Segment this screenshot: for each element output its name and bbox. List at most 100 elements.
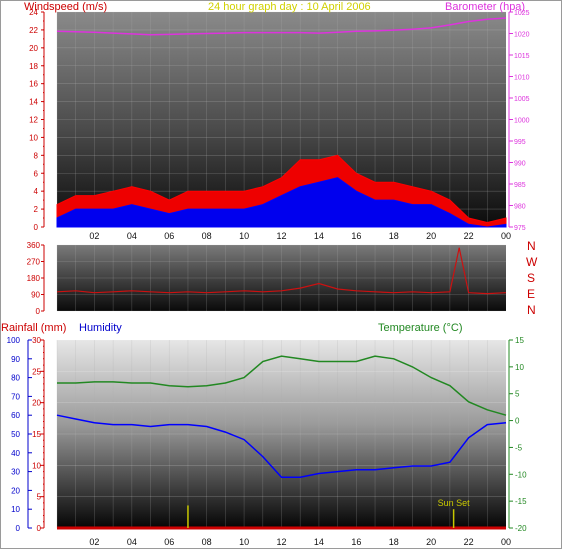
baro-y-tick-label: 1020: [514, 32, 530, 39]
rain-y-tick-label: 10: [32, 461, 41, 470]
rain-y-tick-label: 20: [32, 399, 41, 408]
barometer-line: [56, 17, 507, 36]
wind-y-tick-label: 6: [34, 169, 39, 178]
baro-y-tick-label: 975: [514, 225, 526, 232]
wind-axis-label: Windspeed (m/s): [24, 1, 107, 13]
bottom-x-tick-label: 02: [89, 537, 99, 547]
baro-y-tick-label: 1015: [514, 53, 530, 60]
bottom-panel-background: [57, 340, 506, 528]
wind-x-tick-label: 08: [202, 231, 212, 241]
wind-x-tick-label: 16: [351, 231, 361, 241]
wind-y-tick-label: 16: [29, 80, 38, 89]
temp-y-tick-label: 0: [515, 417, 520, 426]
direction-y-tick-label: 180: [27, 274, 41, 283]
wind-y-tick-label: 14: [29, 98, 38, 107]
humidity-y-tick-label: 100: [7, 336, 21, 345]
baro-y-tick-label: 985: [514, 182, 526, 189]
rain-y-tick-label: 0: [37, 524, 42, 533]
direction-panel-background: [57, 245, 506, 311]
bottom-x-tick-label: 12: [276, 537, 286, 547]
labels: Windspeed (m/s) 24 hour graph day : 10 A…: [1, 1, 538, 334]
bottom-x-tick-label: 20: [426, 537, 436, 547]
wind-x-tick-label: 00: [501, 231, 511, 241]
bottom-x-tick-label: 16: [351, 537, 361, 547]
temp-y-tick-label: 10: [515, 363, 524, 372]
rain-y-tick-label: 25: [32, 367, 41, 376]
temperature-axis-label: Temperature (°C): [378, 322, 462, 334]
humidity-y-tick-label: 30: [11, 468, 20, 477]
wind-y-tick-label: 4: [34, 187, 39, 196]
humidity-axis-label: Humidity: [79, 322, 122, 334]
wind-x-tick-label: 22: [464, 231, 474, 241]
wind-y-tick-label: 18: [29, 62, 38, 71]
temp-y-tick-label: -10: [515, 470, 527, 479]
humidity-y-tick-label: 10: [11, 505, 20, 514]
wind-x-tick-label: 18: [389, 231, 399, 241]
baro-y-tick-label: 990: [514, 161, 526, 168]
wind-y-tick-label: 10: [29, 133, 38, 142]
direction-y-tick-label: 360: [27, 241, 41, 250]
bottom-x-tick-label: 00: [501, 537, 511, 547]
bottom-x-tick-label: 08: [202, 537, 212, 547]
humidity-y-tick-label: 40: [11, 449, 20, 458]
bottom-x-tick-label: 22: [464, 537, 474, 547]
direction-y-tick-label: 90: [31, 291, 40, 300]
temp-y-tick-label: -20: [515, 524, 527, 533]
bottom-x-tick-label: 10: [239, 537, 249, 547]
wind-x-tick-label: 10: [239, 231, 249, 241]
compass-label-4: N: [527, 303, 536, 317]
compass-label-0: N: [527, 239, 536, 253]
humidity-y-tick-label: 80: [11, 374, 20, 383]
baro-y-tick-label: 1025: [514, 10, 530, 17]
wind-y-tick-label: 24: [29, 8, 38, 17]
rain-y-tick-label: 15: [32, 430, 41, 439]
humidity-y-tick-label: 60: [11, 411, 20, 420]
humidity-line: [56, 414, 507, 478]
wind-x-tick-label: 12: [276, 231, 286, 241]
compass-label-1: W: [526, 255, 538, 269]
direction-y-tick-label: 270: [27, 258, 41, 267]
baro-y-tick-label: 1000: [514, 118, 530, 125]
humidity-y-tick-label: 50: [11, 430, 20, 439]
bottom-x-tick-label: 18: [389, 537, 399, 547]
temperature-line: [57, 355, 507, 416]
gust-area: [56, 177, 507, 228]
wind-x-tick-label: 02: [89, 231, 99, 241]
rain-y-tick-label: 5: [37, 493, 42, 502]
wind-y-tick-label: 20: [29, 44, 38, 53]
wind-x-tick-label: 14: [314, 231, 324, 241]
temp-y-tick-label: 5: [515, 390, 520, 399]
humidity-y-tick-label: 70: [11, 392, 20, 401]
compass-label-2: S: [527, 271, 535, 285]
series-layer: Sun Set: [56, 17, 507, 530]
wind-y-tick-label: 8: [34, 151, 39, 160]
direction-y-tick-label: 0: [36, 307, 41, 316]
baro-y-tick-label: 995: [514, 139, 526, 146]
wind-direction-line: [56, 247, 507, 295]
bottom-x-tick-label: 14: [314, 537, 324, 547]
chart-title: 24 hour graph day : 10 April 2006: [208, 1, 371, 13]
humidity-y-tick-label: 0: [16, 524, 21, 533]
wind-x-tick-label: 04: [127, 231, 137, 241]
humidity-y-tick-label: 20: [11, 486, 20, 495]
baro-y-tick-label: 1010: [514, 75, 530, 82]
bottom-x-tick-label: 06: [164, 537, 174, 547]
bottom-x-tick-label: 04: [127, 537, 137, 547]
baro-y-tick-label: 1005: [514, 96, 530, 103]
rain-y-tick-label: 30: [32, 336, 41, 345]
rain-axis-label: Rainfall (mm): [1, 322, 66, 334]
wind-y-tick-label: 22: [29, 26, 38, 35]
wind-y-tick-label: 2: [34, 205, 39, 214]
wind-x-tick-label: 06: [164, 231, 174, 241]
sunset-label: Sun Set: [438, 498, 471, 508]
temp-y-tick-label: -15: [515, 497, 527, 506]
compass-label-3: E: [527, 287, 535, 301]
humidity-y-tick-label: 90: [11, 355, 20, 364]
baro-y-tick-label: 980: [514, 204, 526, 211]
wind-x-tick-label: 20: [426, 231, 436, 241]
temp-y-tick-label: 15: [515, 336, 524, 345]
wind-y-tick-label: 12: [29, 116, 38, 125]
